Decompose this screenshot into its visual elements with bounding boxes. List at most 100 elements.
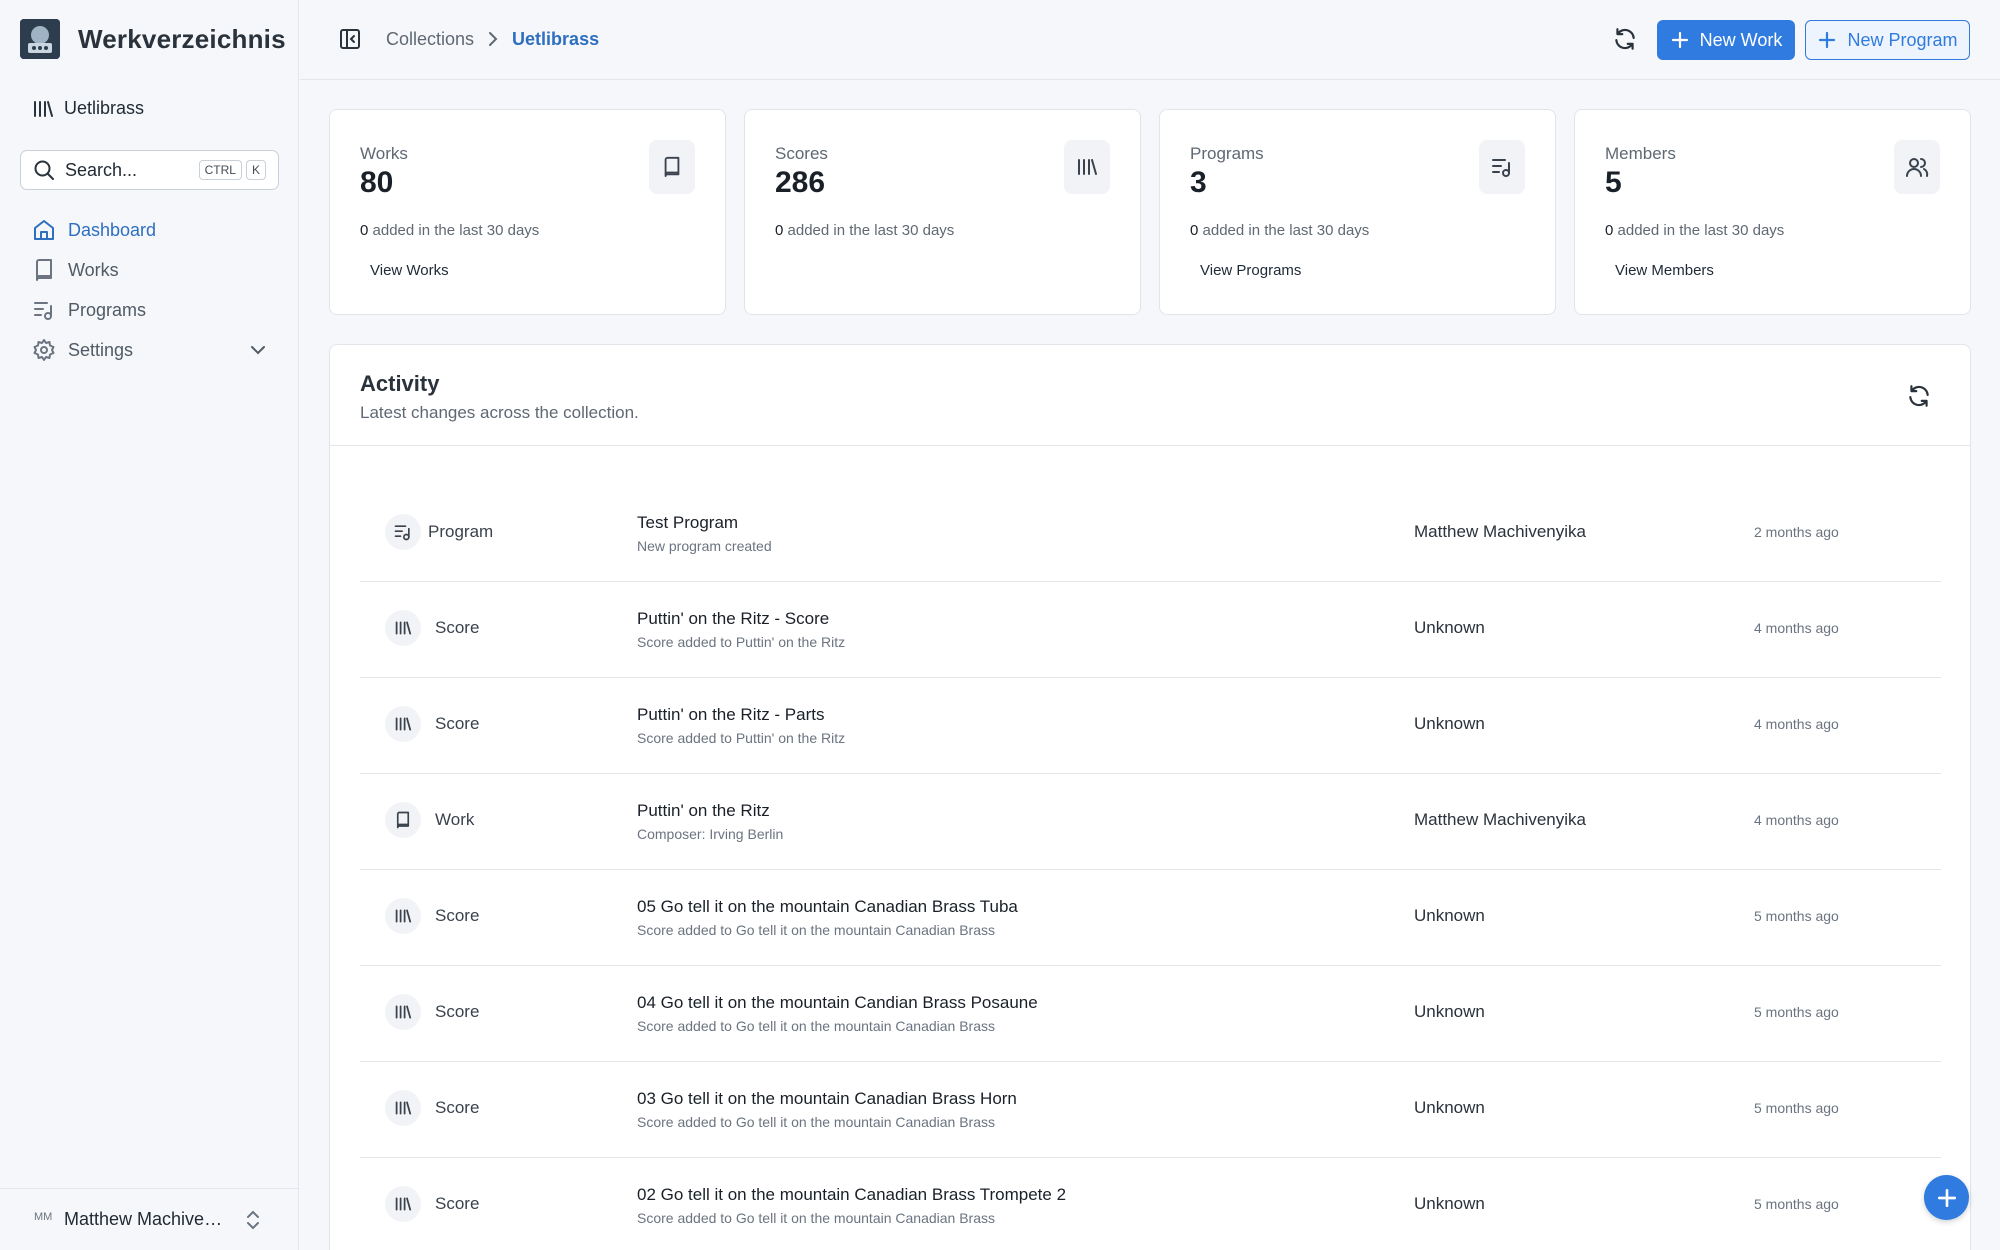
activity-row[interactable]: Score 03 Go tell it on the mountain Cana… [360,1062,1941,1158]
stat-value: 286 [775,166,826,199]
view-programs-link[interactable]: View Programs [1200,262,1302,279]
library-icon [385,898,421,934]
top-bar: Collections Uetlibrass New Work New Prog… [300,0,2000,80]
collection-name: Uetlibrass [64,98,145,118]
sidebar-nav: Dashboard Works Programs Settings [32,210,268,370]
stat-value: 5 [1605,166,1622,199]
collection-switcher[interactable]: Uetlibrass [32,98,144,119]
activity-row[interactable]: Score 04 Go tell it on the mountain Cand… [360,966,1941,1062]
activity-time: 2 months ago [1754,524,1839,540]
new-work-label: New Work [1699,29,1783,50]
sidebar-toggle-icon[interactable] [338,27,362,51]
library-icon [1064,140,1110,194]
activity-header: Activity Latest changes across the colle… [330,345,1970,446]
activity-description: New program created [637,538,772,554]
activity-time: 4 months ago [1754,716,1839,732]
sidebar-item-label: Works [68,259,119,280]
activity-time: 5 months ago [1754,1004,1839,1020]
breadcrumb-collections[interactable]: Collections [386,28,475,49]
add-fab-button[interactable] [1924,1175,1969,1220]
stat-value: 80 [360,166,394,199]
activity-type: Score [435,1002,480,1021]
chevrons-up-down-icon [244,1209,262,1231]
brand[interactable]: Werkverzeichnis [20,19,286,59]
plus-icon [1936,1187,1958,1209]
activity-user: Unknown [1414,1002,1485,1021]
stat-added: 0 added in the last 30 days [775,222,955,239]
activity-row[interactable]: Score 02 Go tell it on the mountain Cana… [360,1158,1941,1250]
activity-description: Score added to Go tell it on the mountai… [637,1018,995,1034]
breadcrumb-current: Uetlibrass [512,28,600,49]
sidebar-item-dashboard[interactable]: Dashboard [32,210,268,250]
activity-row[interactable]: Score Puttin' on the Ritz - Score Score … [360,582,1941,678]
activity-title: 05 Go tell it on the mountain Canadian B… [637,897,1018,916]
activity-list: Program Test Program New program created… [360,486,1941,1250]
activity-row[interactable]: Work Puttin' on the Ritz Composer: Irvin… [360,774,1941,870]
stat-label: Scores [775,144,828,163]
activity-description: Score added to Puttin' on the Ritz [637,730,846,746]
activity-user: Unknown [1414,1194,1485,1213]
activity-type: Score [435,1098,480,1117]
activity-title: Puttin' on the Ritz - Score [637,609,830,628]
activity-subtitle: Latest changes across the collection. [360,403,639,422]
activity-title: Puttin' on the Ritz [637,801,770,820]
activity-title: 04 Go tell it on the mountain Candian Br… [637,993,1038,1012]
activity-title: 02 Go tell it on the mountain Canadian B… [637,1185,1067,1204]
library-icon [385,706,421,742]
stat-value: 3 [1190,166,1207,199]
activity-type: Score [435,618,480,637]
activity-type: Program [428,522,494,541]
activity-description: Score added to Go tell it on the mountai… [637,922,995,938]
refresh-icon[interactable] [1906,383,1932,409]
library-icon [32,99,54,119]
search-icon [33,159,55,181]
book-icon [32,258,56,282]
search-placeholder: Search... [65,159,138,180]
app-title: Werkverzeichnis [78,23,286,54]
breadcrumb: Collections Uetlibrass [338,27,599,51]
activity-time: 5 months ago [1754,1100,1839,1116]
new-work-button[interactable]: New Work [1657,20,1795,60]
stat-card-programs: Programs 3 0 added in the last 30 days V… [1159,109,1556,315]
avatar: MM [34,1210,53,1223]
activity-panel: Activity Latest changes across the colle… [329,344,1971,1250]
activity-type: Work [435,810,475,829]
view-works-link[interactable]: View Works [370,262,449,279]
chevron-down-icon[interactable] [248,340,268,360]
stat-added: 0 added in the last 30 days [360,222,540,239]
activity-row[interactable]: Score 05 Go tell it on the mountain Cana… [360,870,1941,966]
library-icon [385,610,421,646]
home-icon [32,218,56,242]
list-music-icon [1479,140,1525,194]
stat-card-works: Works 80 0 added in the last 30 days Vie… [329,109,726,315]
sidebar-item-programs[interactable]: Programs [32,290,268,330]
list-music-icon [32,298,56,322]
user-name: Matthew Machivenyika [64,1209,232,1229]
book-icon [385,802,421,838]
sidebar-item-works[interactable]: Works [32,250,268,290]
new-program-button[interactable]: New Program [1805,20,1970,60]
activity-description: Score added to Puttin' on the Ritz [637,634,846,650]
activity-user: Matthew Machivenyika [1414,522,1586,541]
stat-card-scores: Scores 286 0 added in the last 30 days [744,109,1141,315]
activity-time: 5 months ago [1754,1196,1839,1212]
app-logo [20,19,60,59]
activity-description: Composer: Irving Berlin [637,826,784,842]
stat-label: Members [1605,144,1676,163]
activity-time: 4 months ago [1754,620,1839,636]
refresh-icon[interactable] [1612,25,1638,53]
user-menu[interactable]: MM Matthew Machivenyika [0,1188,299,1250]
search-input[interactable]: Search... CTRL K [20,150,279,190]
activity-description: Score added to Go tell it on the mountai… [637,1114,995,1130]
activity-title: Activity [360,371,440,396]
shortcut-key-ctrl: CTRL [198,160,242,180]
sidebar-item-label: Settings [68,339,134,360]
sidebar-item-settings[interactable]: Settings [32,330,268,370]
activity-row[interactable]: Score Puttin' on the Ritz - Parts Score … [360,678,1941,774]
view-members-link[interactable]: View Members [1615,262,1714,279]
new-program-label: New Program [1847,29,1958,50]
activity-row[interactable]: Program Test Program New program created… [360,486,1941,582]
library-icon [385,1186,421,1222]
activity-user: Matthew Machivenyika [1414,810,1586,829]
sidebar: Werkverzeichnis Uetlibrass Search... CTR… [0,0,299,1250]
